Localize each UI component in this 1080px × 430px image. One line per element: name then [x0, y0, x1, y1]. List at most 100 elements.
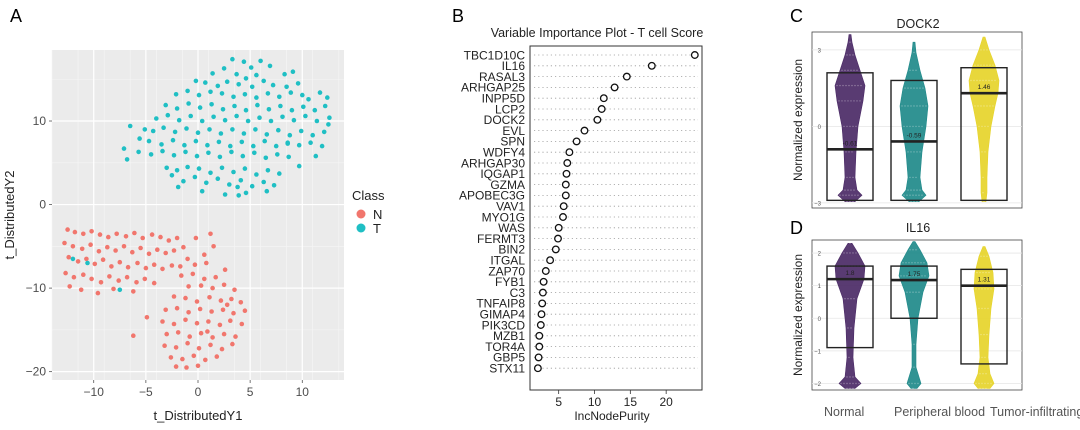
- importance-point: [554, 223, 563, 232]
- violin-dot: [908, 262, 910, 264]
- violin-dot: [976, 79, 978, 82]
- scatter-point-n: [192, 262, 198, 268]
- scatter-point-t: [277, 171, 282, 176]
- violin-dot: [901, 105, 903, 107]
- scatter-point-t: [241, 59, 247, 64]
- scatter-point-n: [202, 276, 207, 282]
- scatter-point-t: [236, 82, 241, 87]
- scatter-point-n: [202, 252, 207, 257]
- scatter-point-n: [106, 234, 111, 240]
- importance-gene-label: ITGAL: [490, 254, 525, 268]
- importance-x-ticks: 5 10 15 20: [555, 390, 673, 409]
- scatter-point-t: [193, 78, 199, 84]
- box-iqr: [890, 265, 938, 319]
- scatter-point-n: [233, 334, 238, 339]
- violin-dot: [846, 125, 848, 128]
- violin-dot: [916, 200, 918, 203]
- importance-point: [535, 331, 544, 340]
- scatter-point-n: [131, 289, 136, 294]
- scatter-point-t: [267, 63, 273, 69]
- importance-gene-label: C3: [510, 286, 526, 300]
- violin-dot: [854, 194, 856, 196]
- scatter-point-t: [230, 127, 235, 132]
- violin-dot: [987, 288, 989, 290]
- violin-dot: [851, 84, 853, 87]
- box-iqr: [826, 265, 874, 349]
- scatter-point-t: [227, 182, 232, 187]
- panel-letter-a: A: [10, 6, 22, 26]
- violin-dot: [856, 100, 858, 102]
- scatter-point-t: [170, 137, 176, 143]
- violin-dot: [919, 87, 921, 89]
- violin-dot: [983, 64, 985, 66]
- scatter-point-t: [296, 142, 302, 148]
- violin-dot: [983, 333, 985, 336]
- violin-dot: [839, 194, 841, 196]
- violin-dot: [976, 271, 978, 274]
- violin-dot: [903, 125, 905, 128]
- violin-dot: [983, 200, 985, 203]
- scatter-point-n: [116, 278, 121, 283]
- violin-dot: [855, 252, 857, 254]
- violin-dot: [850, 69, 852, 72]
- scatter-point-n: [121, 244, 127, 249]
- violin-dot: [844, 189, 846, 191]
- importance-gene-label: APOBEC3G: [459, 189, 525, 203]
- scatter-y-ticks: −20 −10 0 10: [26, 114, 52, 379]
- scatter-point-t: [236, 193, 241, 198]
- box-median-label: -0.59: [907, 132, 922, 139]
- scatter-point-t: [280, 114, 285, 120]
- scatter-point-n: [209, 309, 214, 314]
- violin-dot: [989, 64, 991, 66]
- scatter-point-n: [221, 282, 227, 288]
- box-iqr: [960, 67, 1008, 202]
- violin-dot: [983, 105, 985, 107]
- scatter-point-t: [254, 95, 259, 100]
- violin-dot: [906, 291, 908, 293]
- scatter-point-t: [199, 188, 205, 194]
- scatter-point-t: [277, 94, 282, 100]
- violin-dot: [910, 151, 912, 153]
- violin-dot: [979, 271, 981, 274]
- scatter-point-n: [184, 365, 189, 370]
- scatter-point-t: [313, 153, 319, 159]
- scatter-point-t: [242, 92, 248, 97]
- scatter-point-n: [70, 244, 76, 249]
- importance-gene-label: TBC1D10C: [464, 48, 526, 62]
- scatter-point-n: [107, 274, 112, 279]
- importance-gene-label: RASAL3: [479, 70, 525, 84]
- violin-dot: [849, 382, 851, 385]
- scatter-point-t: [85, 260, 90, 266]
- scatter-point-n: [213, 274, 218, 280]
- violin-dot: [921, 194, 923, 196]
- violin-dot: [974, 64, 976, 66]
- scatter-point-t: [208, 89, 213, 95]
- scatter-point-n: [72, 229, 78, 235]
- importance-gene-label: MZB1: [493, 329, 525, 343]
- scatter-point-t: [183, 149, 188, 155]
- violin-dot: [852, 387, 854, 390]
- violin-dot: [918, 275, 920, 277]
- violin-dot: [900, 275, 902, 277]
- scatter-point-n: [220, 307, 226, 313]
- scatter-point-n: [142, 276, 148, 282]
- violin-dot: [910, 200, 912, 203]
- importance-gene-label: STX11: [489, 362, 525, 376]
- scatter-point-n: [206, 319, 211, 324]
- scatter-point-t: [163, 102, 168, 108]
- panel-letter-d: D: [790, 218, 803, 238]
- scatter-point-t: [284, 84, 289, 90]
- scatter-point-t: [220, 107, 226, 112]
- scatter-point-t: [265, 91, 271, 96]
- scatter-point-n: [173, 364, 179, 369]
- importance-gene-label: IL16: [502, 59, 526, 73]
- violin-dot: [852, 200, 854, 203]
- scatter-point-t: [174, 168, 180, 173]
- scatter-point-t: [204, 180, 209, 186]
- scatter-point-n: [131, 333, 136, 339]
- scatter-point-t: [317, 90, 323, 95]
- scatter-point-t: [70, 256, 76, 262]
- box-median-label: -0.61: [843, 140, 858, 147]
- violin-dot: [979, 79, 981, 82]
